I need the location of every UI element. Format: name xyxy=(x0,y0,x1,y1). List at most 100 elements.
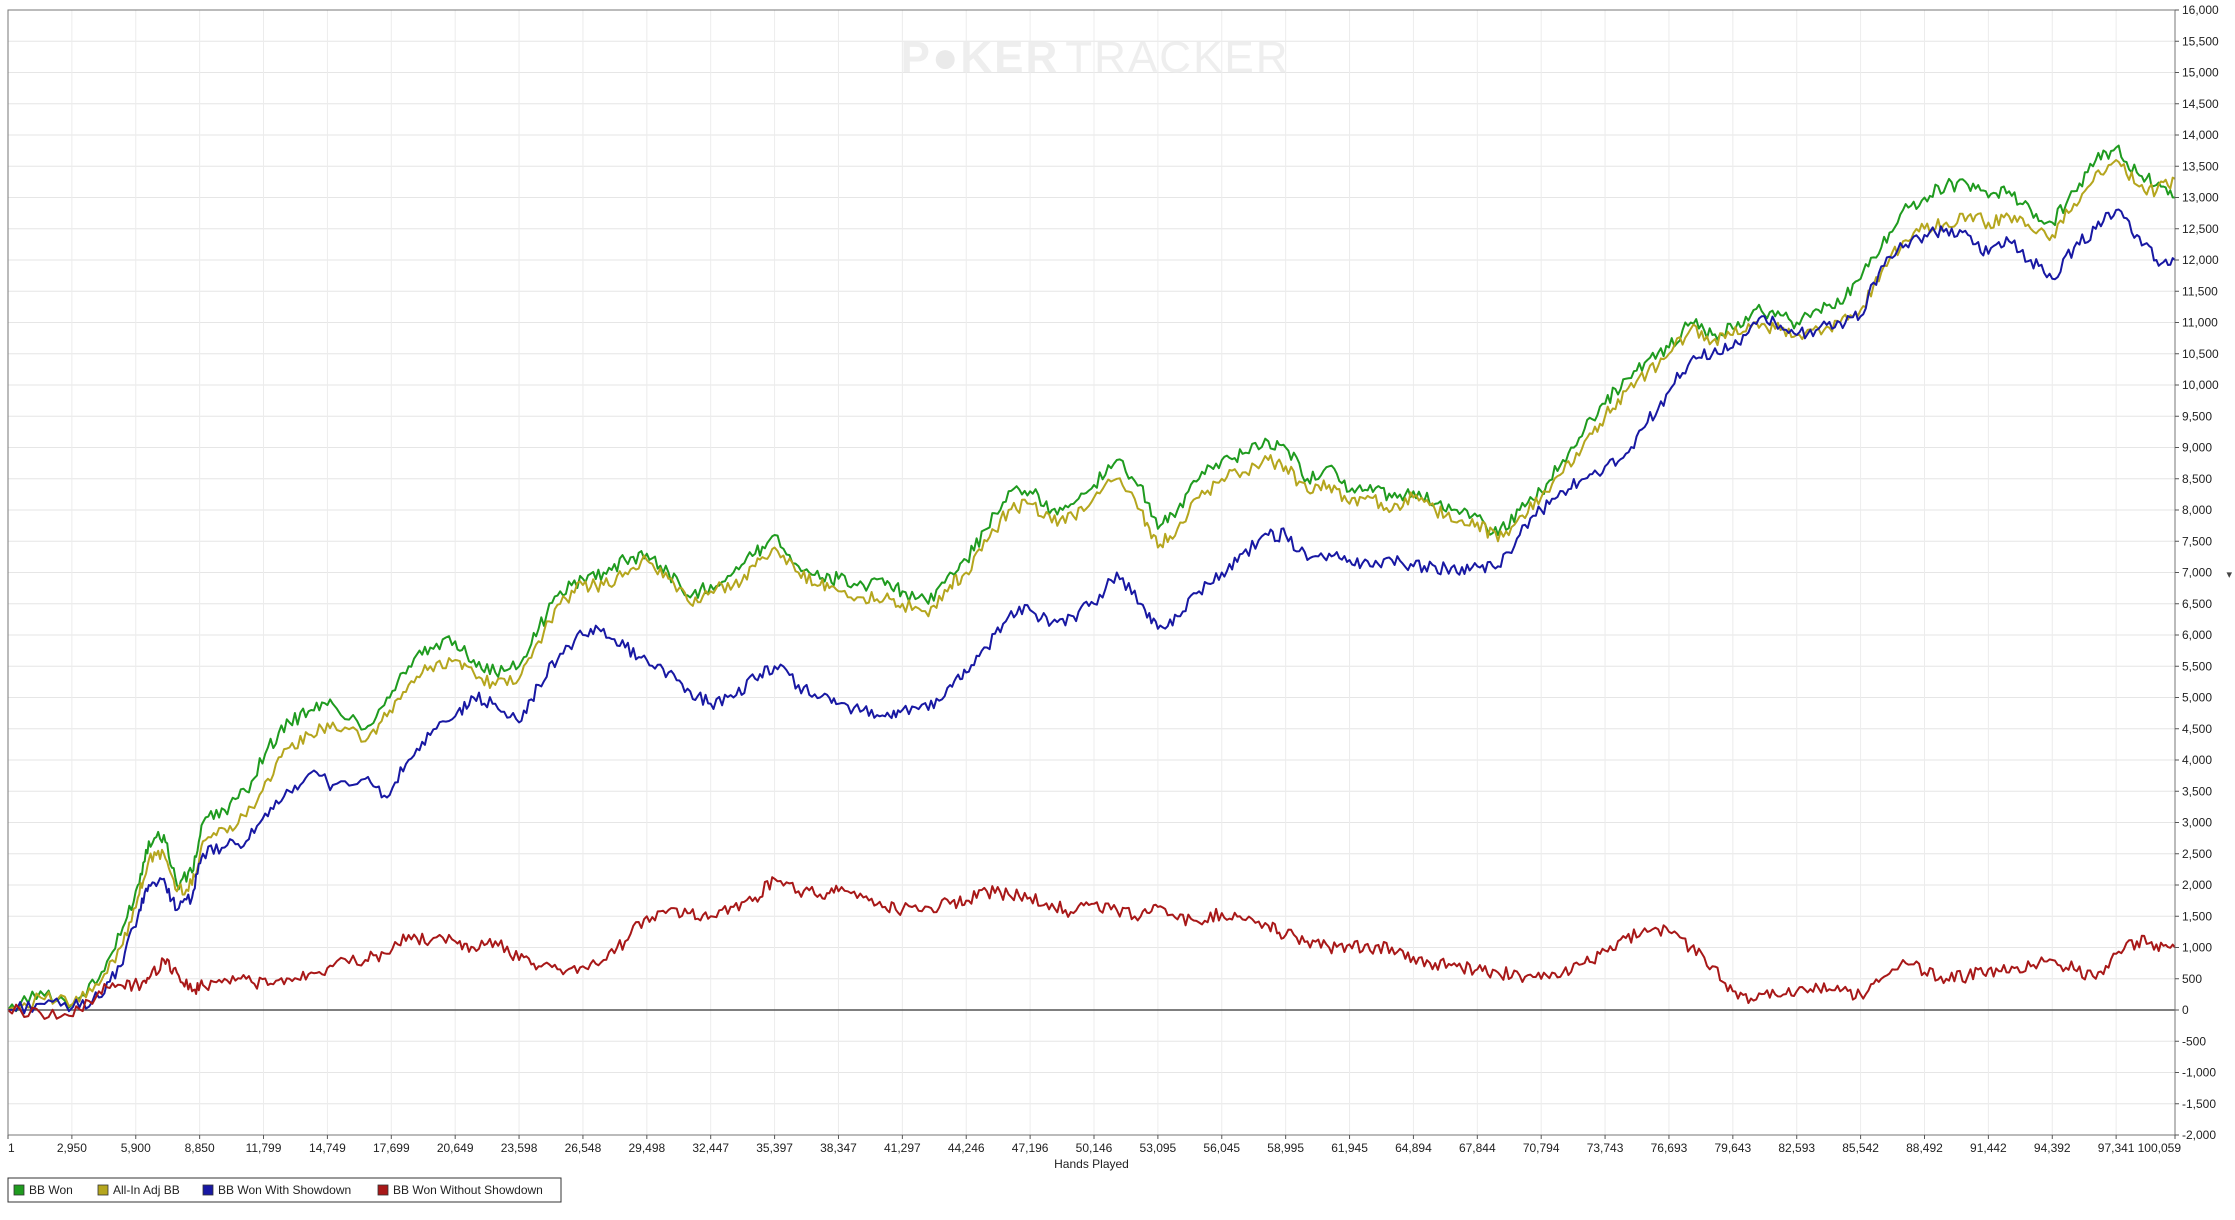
y-tick-label: 4,500 xyxy=(2182,722,2212,736)
y-tick-label: 4,000 xyxy=(2182,753,2212,767)
y-tick-label: 14,000 xyxy=(2182,128,2219,142)
y-tick-label: 9,500 xyxy=(2182,409,2212,423)
series-line-bb-won xyxy=(7,144,2176,1013)
legend-swatch xyxy=(97,1184,109,1196)
y-tick-label: 5,000 xyxy=(2182,691,2212,705)
x-tick-label: 88,492 xyxy=(1906,1141,1943,1155)
y-axis: -2,000 -1,500 -1,000 -500 0 500 1,000 1,500 2,00… xyxy=(2175,3,2219,1142)
legend-label: BB Won With Showdown xyxy=(218,1183,351,1197)
y-tick-label: 8,000 xyxy=(2182,503,2212,517)
x-tick-label: 64,894 xyxy=(1395,1141,1432,1155)
legend-swatch xyxy=(202,1184,214,1196)
y-tick-label: 2,500 xyxy=(2182,847,2212,861)
legend-label: BB Won xyxy=(29,1183,73,1197)
y-tick-label: 6,500 xyxy=(2182,597,2212,611)
x-tick-label: 26,548 xyxy=(565,1141,602,1155)
y-tick-label: 7,000 xyxy=(2182,566,2212,580)
legend-swatch xyxy=(13,1184,25,1196)
y-tick-label: 10,500 xyxy=(2182,347,2219,361)
x-tick-label: 2,950 xyxy=(57,1141,87,1155)
series-line-bb-won-with-showdown xyxy=(7,208,2176,1015)
y-tick-label: 7,500 xyxy=(2182,534,2212,548)
x-tick-label: 23,598 xyxy=(501,1141,538,1155)
y-tick-label: 500 xyxy=(2182,972,2202,986)
x-axis-title: Hands Played xyxy=(1054,1157,1129,1171)
series-group xyxy=(7,144,2176,1020)
y-tick-label: 8,500 xyxy=(2182,472,2212,486)
y-tick-label: -2,000 xyxy=(2182,1128,2216,1142)
x-tick-label: 85,542 xyxy=(1842,1141,1879,1155)
y-tick-label: 2,000 xyxy=(2182,878,2212,892)
y-tick-label: 15,000 xyxy=(2182,66,2219,80)
watermark-chip-icon: ● xyxy=(932,33,961,82)
y-tick-label: 1,000 xyxy=(2182,941,2212,955)
x-tick-label: 14,749 xyxy=(309,1141,346,1155)
x-tick-label: 79,643 xyxy=(1714,1141,1751,1155)
y-tick-label: 11,000 xyxy=(2182,316,2218,330)
y-tick-label: 14,500 xyxy=(2182,97,2219,111)
y-tick-label: -1,500 xyxy=(2182,1097,2216,1111)
x-tick-label: 38,347 xyxy=(820,1141,857,1155)
y-tick-label: 0 xyxy=(2182,1003,2189,1017)
y-tick-label: 11,500 xyxy=(2182,284,2218,298)
x-tick-label: 100,059 xyxy=(2138,1141,2182,1155)
x-tick-label: 11,799 xyxy=(246,1141,282,1155)
x-tick-label: 5,900 xyxy=(121,1141,151,1155)
y-tick-label: 1,500 xyxy=(2182,909,2212,923)
x-tick-label: 76,693 xyxy=(1651,1141,1688,1155)
x-tick-label: 35,397 xyxy=(756,1141,793,1155)
x-tick-label: 73,743 xyxy=(1587,1141,1624,1155)
y-tick-label: 12,500 xyxy=(2182,222,2219,236)
legend-item-bb-won-with-showdown[interactable]: BB Won With Showdown xyxy=(202,1183,351,1197)
y-tick-label: 3,000 xyxy=(2182,816,2212,830)
x-tick-label: 32,447 xyxy=(692,1141,729,1155)
y-tick-label: 6,000 xyxy=(2182,628,2212,642)
y-tick-label: 15,500 xyxy=(2182,34,2219,48)
legend-label: All-In Adj BB xyxy=(113,1183,180,1197)
y-tick-label: -1,000 xyxy=(2182,1066,2216,1080)
x-tick-label: 29,498 xyxy=(628,1141,665,1155)
y-tick-label: -500 xyxy=(2182,1034,2206,1048)
x-tick-label: 1 xyxy=(8,1141,15,1155)
watermark-text-p: P xyxy=(900,33,931,82)
x-tick-label: 61,945 xyxy=(1331,1141,1368,1155)
y-tick-label: 5,500 xyxy=(2182,659,2212,673)
y-tick-label: 13,000 xyxy=(2182,191,2219,205)
legend: BB Won All-In Adj BB BB Won With Showdown B… xyxy=(7,1177,562,1203)
y-tick-label: 16,000 xyxy=(2182,3,2219,17)
x-tick-label: 17,699 xyxy=(373,1141,410,1155)
x-tick-label: 82,593 xyxy=(1778,1141,1815,1155)
x-tick-label: 97,341 xyxy=(2098,1141,2135,1155)
y-tick-label: 9,000 xyxy=(2182,441,2212,455)
x-tick-label: 50,146 xyxy=(1076,1141,1113,1155)
x-axis: 1 2,950 5,900 8,850 11,799 14,749 17,699 20,649… xyxy=(7,1135,2182,1155)
x-tick-label: 8,850 xyxy=(185,1141,215,1155)
y-tick-label: 12,000 xyxy=(2182,253,2219,267)
legend-item-bb-won-without-showdown[interactable]: BB Won Without Showdown xyxy=(377,1183,543,1197)
x-tick-label: 94,392 xyxy=(2034,1141,2071,1155)
y-tick-label: 10,000 xyxy=(2182,378,2219,392)
x-tick-label: 58,995 xyxy=(1267,1141,1304,1155)
scroll-marker-icon[interactable]: ▾ xyxy=(2226,569,2232,581)
x-tick-label: 20,649 xyxy=(437,1141,474,1155)
watermark-text-tracker: TRACKER xyxy=(1065,33,1289,82)
x-tick-label: 67,844 xyxy=(1459,1141,1496,1155)
y-tick-label: 13,500 xyxy=(2182,159,2219,173)
watermark-text-ker: KER xyxy=(960,33,1059,82)
legend-label: BB Won Without Showdown xyxy=(393,1183,543,1197)
x-tick-label: 70,794 xyxy=(1523,1141,1560,1155)
y-tick-label: 3,500 xyxy=(2182,784,2212,798)
x-tick-label: 53,095 xyxy=(1140,1141,1177,1155)
legend-item-bb-won[interactable]: BB Won xyxy=(13,1183,73,1197)
x-tick-label: 41,297 xyxy=(884,1141,921,1155)
legend-item-all-in-adj-bb[interactable]: All-In Adj BB xyxy=(97,1183,180,1197)
series-line-bb-won-without-showdown xyxy=(7,876,2176,1020)
x-tick-label: 44,246 xyxy=(948,1141,985,1155)
legend-swatch xyxy=(377,1184,389,1196)
x-tick-label: 56,045 xyxy=(1203,1141,1240,1155)
x-tick-label: 47,196 xyxy=(1012,1141,1049,1155)
